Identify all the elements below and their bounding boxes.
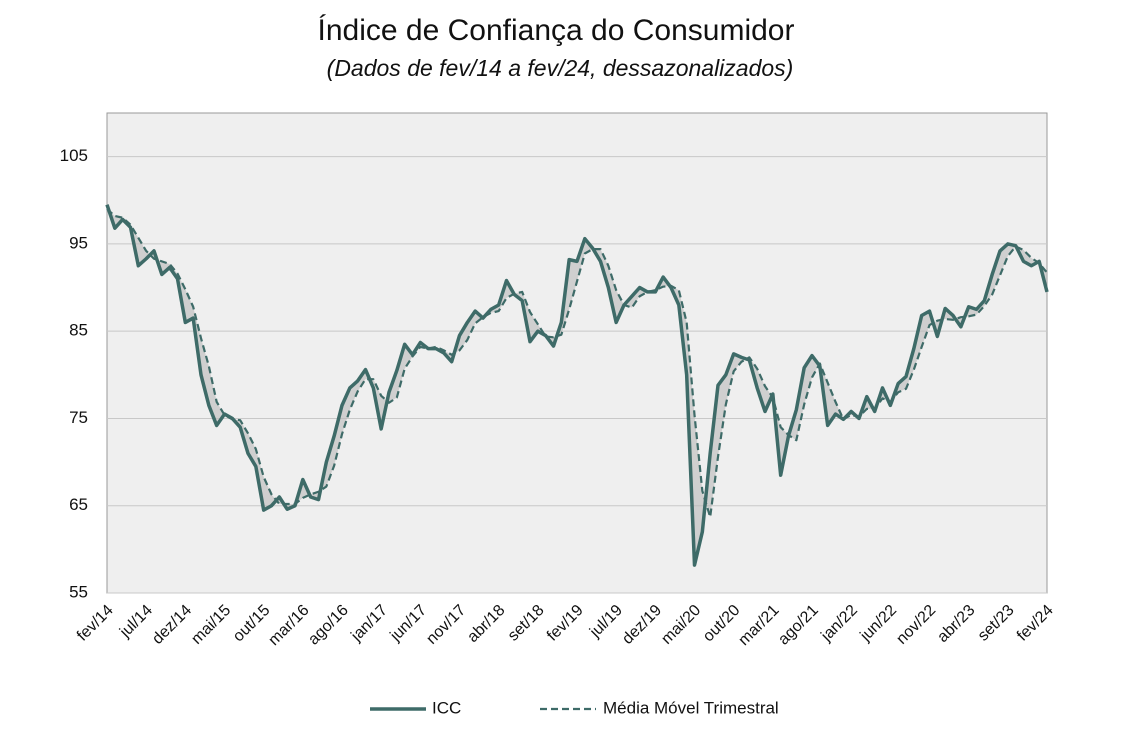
y-tick-label: 65 — [69, 495, 88, 514]
x-tick-label: jun/17 — [387, 602, 431, 646]
y-tick-label: 85 — [69, 321, 88, 340]
x-tick-label: nov/17 — [423, 602, 469, 648]
x-tick-label: jun/22 — [857, 602, 901, 646]
x-tick-label: abr/18 — [464, 602, 508, 646]
x-tick-label: mar/21 — [735, 602, 782, 649]
x-tick-label: jan/22 — [817, 602, 861, 646]
x-tick-label: jan/17 — [347, 602, 391, 646]
y-tick-label: 105 — [60, 146, 88, 165]
chart-subtitle: (Dados de fev/14 a fev/24, dessazonaliza… — [327, 55, 794, 81]
y-tick-label: 95 — [69, 233, 88, 252]
y-tick-label: 55 — [69, 582, 88, 601]
y-tick-label: 75 — [69, 408, 88, 427]
plot-area — [106, 112, 1048, 594]
x-tick-label: mai/20 — [658, 602, 704, 648]
x-tick-label: ago/21 — [775, 602, 822, 649]
x-tick-label: fev/19 — [544, 602, 587, 645]
x-tick-label: dez/14 — [149, 602, 195, 648]
x-tick-label: set/18 — [505, 602, 548, 645]
x-tick-label: ago/16 — [305, 602, 352, 649]
x-tick-label: dez/19 — [619, 602, 665, 648]
chart-title: Índice de Confiança do Consumidor — [318, 14, 795, 47]
x-tick-label: mai/15 — [188, 602, 234, 648]
gap-fill — [107, 204, 1047, 566]
x-tick-label: nov/22 — [893, 602, 939, 648]
x-tick-label: set/23 — [975, 602, 1018, 645]
x-tick-label: mar/16 — [265, 602, 312, 649]
series-line — [105, 204, 1049, 567]
legend-label: ICC — [432, 698, 461, 717]
x-tick-label: fev/24 — [1014, 602, 1057, 645]
x-tick-label: fev/14 — [74, 602, 117, 645]
x-tick-label: abr/23 — [934, 602, 978, 646]
legend-label: Média Móvel Trimestral — [603, 698, 779, 717]
